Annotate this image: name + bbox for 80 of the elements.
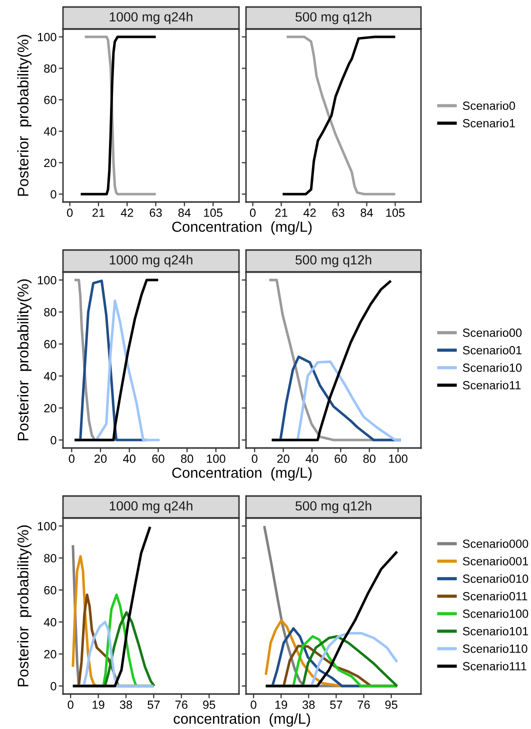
x-tick-label: 19 (275, 700, 288, 709)
y-tick-label: 100 (38, 522, 56, 530)
x-tick-label: 0 (250, 700, 256, 709)
chart-title: 500 mg q12h (296, 500, 372, 514)
x-tick-label: 100 (206, 454, 226, 463)
legend-label: Scenario11 (462, 380, 521, 390)
chart-title: 500 mg q12h (296, 254, 372, 268)
x-tick-label: 60 (334, 454, 347, 463)
x-tick-label: 63 (150, 208, 162, 217)
x-tick-label: 42 (120, 208, 134, 217)
y-tick-label: 20 (44, 404, 56, 412)
x-axis-title: Concentration (mg/L) (172, 467, 312, 481)
y-tick-label: 80 (44, 554, 56, 562)
chart-title: 1000 mg q24h (110, 500, 192, 514)
x-tick-label: 20 (277, 454, 290, 463)
x-tick-label: 76 (175, 700, 188, 709)
y-tick-label: 80 (44, 308, 56, 316)
x-tick-label: 95 (203, 700, 216, 709)
chart-title: 1000 mg q24h (110, 254, 192, 268)
y-tick-label: 80 (44, 64, 56, 73)
legend-label: Scenario00 (462, 328, 522, 337)
x-tick-label: 76 (358, 700, 370, 709)
x-tick-label: 40 (306, 454, 318, 463)
y-tick-label: 20 (44, 650, 56, 658)
legend-label: Scenario110 (462, 644, 528, 653)
y-tick-label: 60 (44, 340, 56, 348)
x-tick-label: 105 (204, 208, 222, 217)
x-tick-label: 0 (252, 454, 258, 463)
x-tick-label: 105 (386, 208, 405, 217)
legend-label: Scenario111 (462, 662, 526, 670)
x-tick-label: 100 (389, 454, 408, 463)
y-tick-label: 0 (50, 682, 56, 690)
x-tick-label: 84 (360, 208, 373, 217)
x-tick-label: 95 (385, 700, 398, 709)
chart-title: 500 mg q12h (296, 12, 372, 24)
x-tick-label: 19 (92, 700, 104, 709)
x-tick-label: 21 (92, 208, 104, 217)
x-tick-label: 0 (250, 208, 256, 217)
legend-label: Scenario1 (462, 118, 515, 128)
x-tick-label: 21 (275, 208, 288, 217)
x-tick-label: 60 (152, 454, 164, 463)
x-tick-label: 57 (148, 700, 160, 709)
legend-label: Scenario101 (462, 626, 528, 636)
x-tick-label: 80 (181, 454, 194, 463)
legend-label: Scenario01 (462, 346, 522, 354)
y-axis-title: Posterior probability(%) (17, 525, 32, 686)
y-tick-label: 60 (44, 96, 56, 104)
legend-label: Scenario0 (462, 101, 516, 110)
y-tick-label: 0 (50, 436, 56, 444)
y-tick-label: 100 (38, 32, 56, 42)
legend-label: Scenario010 (462, 574, 528, 583)
y-tick-label: 60 (44, 586, 56, 594)
legend-label: Scenario000 (462, 539, 528, 548)
x-tick-label: 0 (68, 454, 74, 463)
x-tick-label: 0 (68, 700, 74, 709)
y-tick-label: 0 (50, 190, 56, 199)
y-tick-label: 20 (44, 158, 56, 168)
x-tick-label: 40 (123, 454, 136, 463)
x-tick-label: 84 (178, 208, 191, 217)
x-tick-label: 0 (67, 208, 73, 217)
y-tick-label: 40 (44, 127, 56, 136)
x-tick-label: 38 (302, 700, 315, 709)
y-tick-label: 40 (44, 618, 56, 626)
x-axis-title: concentration (mg/L) (174, 713, 310, 727)
y-tick-label: 100 (38, 276, 56, 284)
x-tick-label: 42 (303, 208, 316, 217)
y-axis-title: Posterior probability(%) (17, 34, 32, 196)
x-tick-label: 80 (363, 454, 376, 463)
x-tick-label: 63 (332, 208, 344, 217)
legend-label: Scenario001 (462, 556, 528, 566)
x-tick-label: 57 (330, 700, 342, 709)
chart-title: 1000 mg q24h (110, 12, 192, 24)
y-tick-label: 40 (44, 372, 56, 380)
legend-label: Scenario100 (462, 609, 528, 618)
x-tick-label: 20 (94, 454, 107, 463)
y-axis-title: Posterior probability(%) (17, 279, 32, 440)
legend-label: Scenario10 (462, 363, 522, 372)
legend-label: Scenario011 (462, 592, 528, 600)
x-tick-label: 38 (120, 700, 132, 709)
x-axis-title: Concentration (mg/L) (172, 221, 312, 235)
